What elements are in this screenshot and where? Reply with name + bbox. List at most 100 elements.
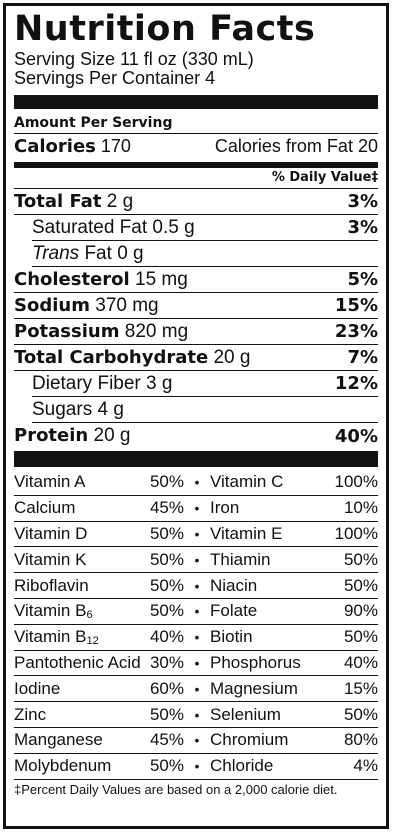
nutrient-name-italic: Trans: [32, 242, 80, 264]
bullet-icon: •: [194, 654, 200, 671]
nutrient-pct: 5%: [347, 269, 378, 290]
nutrient-pct: 12%: [334, 373, 378, 394]
nutrient-name: Fat: [84, 242, 112, 264]
divider-medium: [14, 162, 378, 168]
nutrient-name: Potassium: [14, 320, 120, 342]
vitamin-pct: 80%: [343, 730, 378, 750]
nutrient-pct: 7%: [347, 347, 378, 368]
vitamin-pct: 50%: [149, 704, 184, 724]
vitamin-row: Vitamin A 50% • Vitamin C 100%: [14, 470, 378, 496]
nutrient-amount: 3 g: [146, 372, 173, 394]
vitamin-pct: 40%: [343, 652, 378, 672]
vitamin-pct: 50%: [343, 627, 378, 647]
bullet-icon: •: [194, 525, 200, 542]
vitamin-pct: 50%: [149, 756, 184, 776]
vitamin-pct: 60%: [149, 678, 184, 698]
vitamin-name: Vitamin C: [210, 472, 284, 492]
footnote: ‡Percent Daily Values are based on a 2,0…: [14, 781, 338, 797]
vitamin-name: Iron: [210, 498, 240, 518]
vitamin-row: Vitamin B12 40% • Biotin 50%: [14, 625, 378, 651]
calories-fat-value: 20: [357, 136, 378, 156]
vitamin-pct: 50%: [343, 549, 378, 569]
vitamin-subscript: 12: [86, 635, 99, 648]
vitamin-row: Pantothenic Acid 30% • Phosphorus 40%: [14, 651, 378, 677]
calories-value: 170: [100, 136, 131, 156]
vitamin-pct: 100%: [334, 472, 378, 492]
vitamin-name: Calcium: [14, 498, 134, 518]
calories-from-fat: Calories from Fat 20: [215, 134, 378, 159]
bullet-icon: •: [194, 577, 200, 594]
bullet-icon: •: [194, 474, 200, 491]
nutrient-amount: 370 mg: [95, 294, 159, 316]
nutrient-amount: 2 g: [106, 190, 134, 212]
vitamin-name: Vitamin A: [14, 472, 134, 492]
vitamin-name: Folate: [210, 601, 258, 621]
vitamin-row: Molybdenum 50% • Chloride 4%: [14, 754, 378, 780]
vitamin-pct: 50%: [149, 523, 184, 543]
nutrient-pct: 40%: [334, 425, 378, 447]
bullet-icon: •: [194, 551, 200, 568]
nutrient-amount: 15 mg: [135, 268, 188, 290]
bullet-icon: •: [194, 706, 200, 723]
vitamin-name: Niacin: [210, 575, 258, 595]
nutrient-name: Protein: [14, 425, 89, 446]
nutrient-pct: 15%: [334, 295, 378, 316]
serving-size: Serving Size 11 fl oz (330 mL): [14, 49, 254, 69]
vitamin-name-text: Vitamin A: [14, 472, 86, 492]
nutrient-pct: 23%: [334, 321, 378, 342]
vitamin-name: Chromium: [210, 730, 289, 750]
vitamin-pct: 15%: [343, 678, 378, 698]
nutrient-amount: 0 g: [117, 242, 144, 264]
vitamin-pct: 4%: [353, 756, 378, 776]
vitamin-row: Riboflavin 50% • Niacin 50%: [14, 573, 378, 599]
bullet-icon: •: [194, 680, 200, 697]
vitamin-name: Phosphorus: [210, 652, 301, 672]
vitamin-pct: 50%: [149, 601, 184, 621]
servings-per-container: Servings Per Container 4: [14, 68, 216, 88]
nutrient-pct: 3%: [347, 191, 378, 212]
vitamin-pct: 90%: [343, 601, 378, 621]
nutrient-row-total-carbohydrate: Total Carbohydrate 20 g 7%: [14, 345, 378, 371]
vitamin-name: Vitamin B6: [14, 601, 134, 621]
vitamin-pct: 40%: [149, 627, 184, 647]
divider-thick-bottom: [14, 451, 378, 467]
vitamin-name: Molybdenum: [14, 756, 134, 776]
nutrient-row-cholesterol: Cholesterol 15 mg 5%: [14, 267, 378, 293]
nutrient-name: Total Fat: [14, 190, 102, 212]
nutrient-amount: 820 mg: [124, 320, 189, 342]
nutrient-amount: 20 g: [213, 346, 251, 368]
calories-fat-label: Calories from Fat: [214, 136, 353, 156]
vitamin-name: Vitamin K: [14, 550, 134, 570]
vitamin-name-text: Vitamin B: [14, 627, 87, 647]
vitamin-row: Iodine 60% • Magnesium 15%: [14, 676, 378, 703]
vitamin-name-text: Manganese: [14, 730, 103, 750]
nutrient-amount: 4 g: [97, 398, 124, 420]
vitamin-name: Pantothenic Acid: [14, 653, 141, 673]
vitamin-name-text: Zinc: [14, 704, 47, 724]
nutrient-row-sodium: Sodium 370 mg 15%: [14, 293, 378, 319]
vitamin-name: Chloride: [210, 756, 274, 776]
vitamin-name: Biotin: [210, 627, 253, 647]
nutrient-name: Saturated Fat: [32, 216, 148, 238]
vitamin-name-text: Riboflavin: [14, 575, 89, 595]
nutrition-label: Nutrition Facts Serving Size 11 fl oz (3…: [3, 3, 389, 829]
vitamin-row: Vitamin D 50% • Vitamin E 100%: [14, 522, 378, 548]
vitamin-name: Iodine: [14, 679, 134, 699]
vitamin-row: Zinc 50% • Selenium 50%: [14, 702, 378, 728]
bullet-icon: •: [194, 732, 200, 749]
vitamin-name-text: Molybdenum: [14, 756, 112, 776]
vitamin-pct: 30%: [149, 652, 184, 672]
vitamin-row: Manganese 45% • Chromium 80%: [14, 728, 378, 754]
nutrient-name: Cholesterol: [14, 268, 130, 290]
vitamin-pct: 50%: [149, 549, 184, 569]
nutrient-pct: 3%: [347, 217, 378, 238]
nutrient-row-saturated-fat: Saturated Fat 0.5 g 3%: [32, 215, 378, 241]
vitamin-pct: 45%: [149, 730, 184, 750]
vitamin-name-text: Vitamin B: [14, 601, 87, 621]
vitamin-name: Magnesium: [210, 678, 298, 698]
vitamin-name: Manganese: [14, 730, 134, 750]
vitamin-subscript: 6: [86, 609, 93, 622]
vitamin-name: Thiamin: [210, 549, 271, 569]
vitamin-name-text: Calcium: [14, 498, 76, 518]
vitamin-pct: 50%: [343, 575, 378, 595]
